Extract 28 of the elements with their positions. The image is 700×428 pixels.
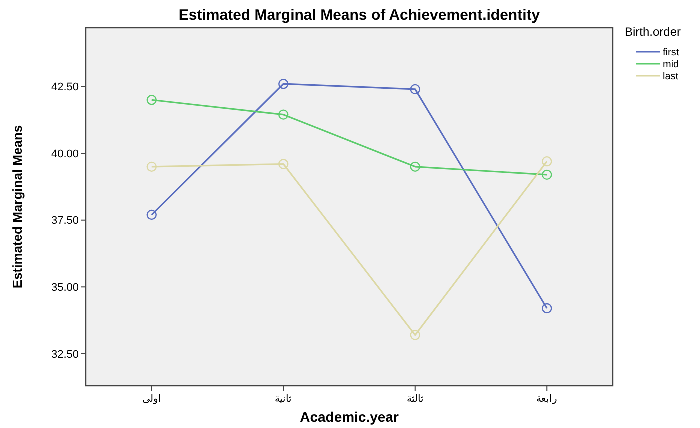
point: [146, 162, 157, 172]
point: [542, 170, 552, 180]
x-axis-title: Academic.year: [300, 409, 400, 425]
point: [542, 303, 552, 314]
point: [278, 159, 289, 170]
chart-title: Estimated Marginal Means of Achievement.identity: [178, 7, 541, 24]
y-tick-label: 37.50: [51, 215, 79, 228]
point: [410, 84, 420, 95]
y-tick-label: 42.50: [51, 82, 79, 94]
point: [146, 95, 157, 106]
point: [410, 330, 420, 340]
y-tick-label: 40.00: [51, 148, 79, 160]
legend-label: last: [663, 72, 679, 82]
legend-title: Birth.order: [625, 25, 682, 39]
legend-label: mid: [663, 60, 680, 70]
legend-label: first: [663, 48, 680, 58]
point: [146, 210, 157, 220]
point: [278, 79, 289, 90]
y-tick-label: 32.50: [51, 348, 79, 361]
point: [278, 110, 289, 120]
x-tick-label: ثالثة: [406, 394, 424, 405]
x-tick-label: رابعة: [536, 394, 558, 405]
y-tick-label: 35.00: [51, 282, 79, 294]
point: [542, 156, 552, 167]
point: [410, 162, 420, 172]
y-axis-title: Estimated Marginal Means: [10, 125, 25, 289]
x-tick-label: ثانية: [275, 394, 292, 405]
x-tick-label: اولى: [142, 394, 162, 405]
